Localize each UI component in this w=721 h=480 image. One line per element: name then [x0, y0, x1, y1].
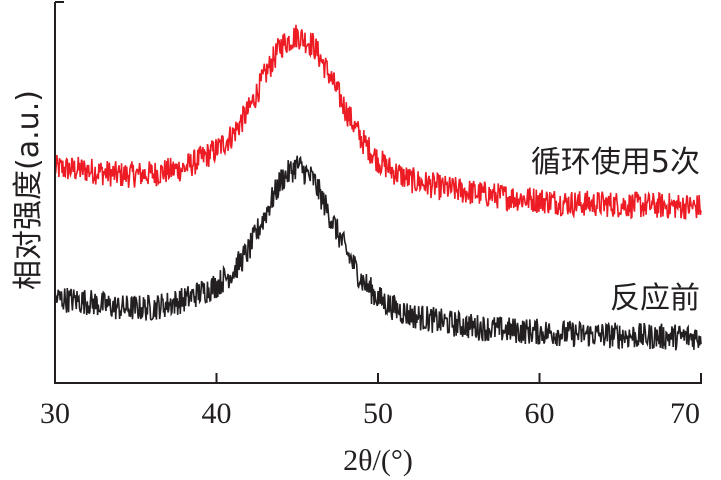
- x-ticks: 30 40 50 60 70: [40, 373, 702, 430]
- x-tick-label: 70: [670, 397, 700, 430]
- x-tick-label: 50: [363, 397, 393, 430]
- x-tick-label: 40: [202, 397, 232, 430]
- series-label-fresh: 反应前: [610, 281, 700, 316]
- x-tick-label: 30: [40, 397, 70, 430]
- x-axis-label: 2θ/(°): [343, 444, 413, 477]
- y-axis-label: 相对强度(a.u.): [11, 90, 46, 290]
- series-line-cycled: [54, 24, 702, 220]
- series-label-cycled: 循环使用5次: [531, 145, 700, 180]
- curves: [54, 24, 702, 351]
- x-tick-label: 60: [525, 397, 555, 430]
- series-line-fresh: [54, 155, 702, 351]
